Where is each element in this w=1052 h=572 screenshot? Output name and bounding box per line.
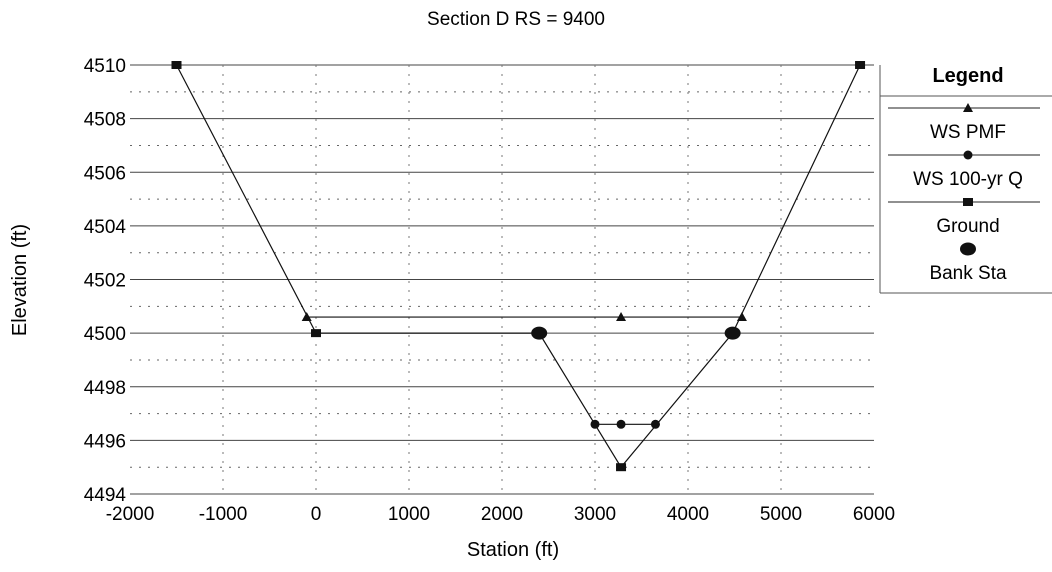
ws-pmf-point [736,312,747,322]
ws-100-yr-q-point [590,419,600,429]
bank-sta-point [724,326,741,340]
ws-pmf-point [301,312,312,322]
ground-point [616,463,627,472]
y-tick-labels: 4494 4496 4498 4500 4502 4504 4506 4508 4510 [84,56,127,506]
grid [130,64,874,495]
y-tick-label: 4500 [84,324,126,345]
x-tick-label: -2000 [106,504,155,525]
legend-label-ws-pmf: WS PMF [930,122,1006,143]
ground-line [175,64,861,469]
y-axis-label: Elevation (ft) [9,224,31,336]
x-tick-label: 1000 [388,504,430,525]
ground-point [311,329,321,338]
y-tick-label: 4498 [84,378,126,399]
legend: Legend WS PMF WS 100-yr Q Ground Bank Sta [879,65,1052,294]
ground-point [171,61,182,69]
legend-swatch-ground [963,198,973,206]
y-tick-label: 4502 [84,271,126,292]
x-tick-label: -1000 [199,504,248,525]
y-tick-label: 4494 [84,485,127,506]
x-tick-label: 0 [311,504,322,525]
x-tick-labels: -2000 -1000 0 1000 2000 3000 4000 5000 6000 [106,504,895,525]
ws-pmf-point [616,312,627,322]
chart-title: Section D RS = 9400 [427,9,605,30]
legend-swatch-ws-100-yr-q [963,150,973,160]
ground-point [855,61,866,69]
legend-swatch-ws-pmf [963,103,973,112]
x-tick-label: 2000 [481,504,523,525]
x-tick-label: 3000 [574,504,616,525]
ws-100-yr-q-point [650,419,660,429]
x-tick-label: 6000 [853,504,895,525]
x-axis-label: Station (ft) [467,539,559,561]
legend-title: Legend [932,65,1003,87]
legend-swatch-bank-sta [960,242,976,256]
y-tick-label: 4504 [84,217,127,238]
y-tick-label: 4508 [84,110,126,131]
x-tick-label: 4000 [667,504,709,525]
bank-sta-point [531,326,548,340]
ws-100-yr-q-point [616,419,626,429]
y-tick-label: 4506 [84,163,126,184]
y-tick-label: 4510 [84,56,126,77]
plot-area [171,61,866,472]
legend-label-ws-100-yr-q: WS 100-yr Q [913,169,1023,190]
legend-label-bank-sta: Bank Sta [929,263,1007,284]
x-tick-label: 5000 [760,504,802,525]
legend-label-ground: Ground [936,216,999,237]
y-tick-label: 4496 [84,431,126,452]
